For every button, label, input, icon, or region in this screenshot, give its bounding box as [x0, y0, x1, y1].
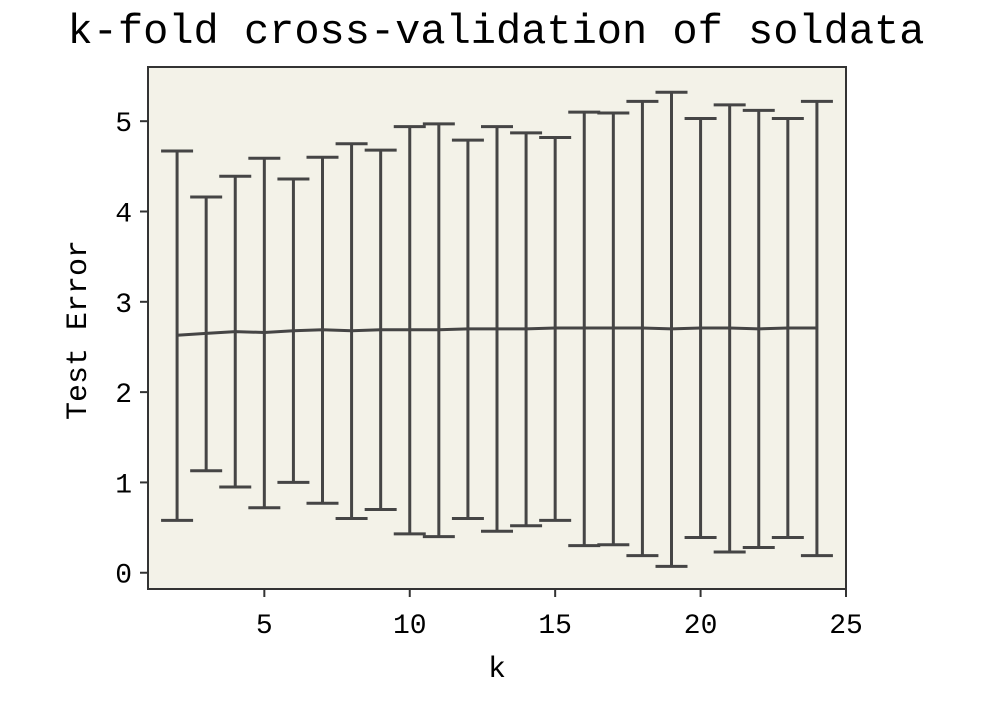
y-axis: 0 1 2 3 4 5 [115, 109, 148, 592]
x-axis-label: k [488, 653, 506, 687]
x-tick-label: 25 [829, 611, 863, 642]
y-tick-label: 4 [115, 199, 132, 230]
y-axis-label: Test Error [62, 240, 96, 420]
plot-frame [147, 66, 847, 590]
x-tick-label: 5 [256, 611, 273, 642]
mean-error-line [177, 326, 817, 337]
y-tick-label: 2 [115, 380, 132, 411]
y-tick-label: 5 [115, 109, 132, 140]
x-tick-label: 10 [393, 611, 427, 642]
x-tick-label: 15 [538, 611, 572, 642]
y-tick-label: 1 [115, 470, 132, 501]
y-tick-label: 0 [115, 561, 132, 592]
chart-title: k-fold cross-validation of soldata [67, 8, 925, 56]
x-tick-label: 20 [684, 611, 718, 642]
x-axis: 5 10 15 20 25 [256, 589, 863, 642]
y-tick-label: 3 [115, 290, 132, 321]
